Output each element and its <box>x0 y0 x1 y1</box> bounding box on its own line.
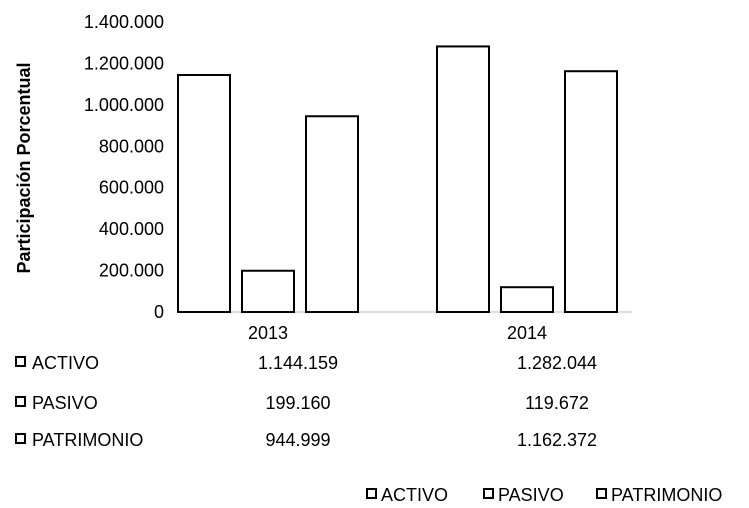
table-cell-value: 199.160 <box>265 393 330 413</box>
y-axis-ticks: 0 200.000 400.000 600.000 800.000 1.000.000 1.… <box>84 12 164 322</box>
legend-label: PASIVO <box>498 485 564 505</box>
x-tick-label: 2013 <box>248 323 288 343</box>
y-tick-label: 600.000 <box>99 178 164 198</box>
table-row-label: PASIVO <box>32 393 98 413</box>
table-row-key-patrimonio <box>15 433 26 444</box>
legend: ACTIVO PASIVO PATRIMONIO <box>366 485 722 505</box>
table-cell-value: 1.162.372 <box>517 430 597 450</box>
y-tick-label: 1.000.000 <box>84 95 164 115</box>
bars-group <box>177 45 618 313</box>
legend-swatch-activo <box>366 488 377 499</box>
table-cell-value: 944.999 <box>265 430 330 450</box>
table-row-key-pasivo <box>15 396 26 407</box>
table-row-key-activo <box>15 356 26 367</box>
y-tick-label: 400.000 <box>99 219 164 239</box>
legend-swatch-pasivo <box>483 488 494 499</box>
x-tick-label: 2014 <box>507 323 547 343</box>
table-cell-value: 119.672 <box>525 393 589 413</box>
y-tick-label: 1.400.000 <box>84 12 164 32</box>
legend-label: ACTIVO <box>381 485 448 505</box>
y-tick-label: 0 <box>154 302 164 322</box>
table-cell-value: 1.144.159 <box>258 353 338 373</box>
y-tick-label: 1.200.000 <box>84 53 164 73</box>
y-tick-label: 200.000 <box>99 261 164 281</box>
bar-activo-2014 <box>436 45 490 313</box>
y-tick-label: 800.000 <box>99 136 164 156</box>
legend-swatch-patrimonio <box>596 488 607 499</box>
bar-patrimonio-2014 <box>564 70 618 313</box>
table-row-label: ACTIVO <box>32 353 99 373</box>
table-cell-value: 1.282.044 <box>517 353 597 373</box>
bar-patrimonio-2013 <box>305 115 359 313</box>
table-row-label: PATRIMONIO <box>32 430 143 450</box>
bar-pasivo-2013 <box>241 269 295 313</box>
x-axis-ticks: 2013 2014 <box>248 323 547 343</box>
bar-activo-2013 <box>177 73 231 313</box>
data-table: ACTIVO 1.144.159 1.282.044 PASIVO 199.160 119… <box>15 353 597 450</box>
bar-pasivo-2014 <box>500 286 554 313</box>
y-axis-title: Participación Porcentual <box>14 62 34 273</box>
legend-label: PATRIMONIO <box>611 485 722 505</box>
